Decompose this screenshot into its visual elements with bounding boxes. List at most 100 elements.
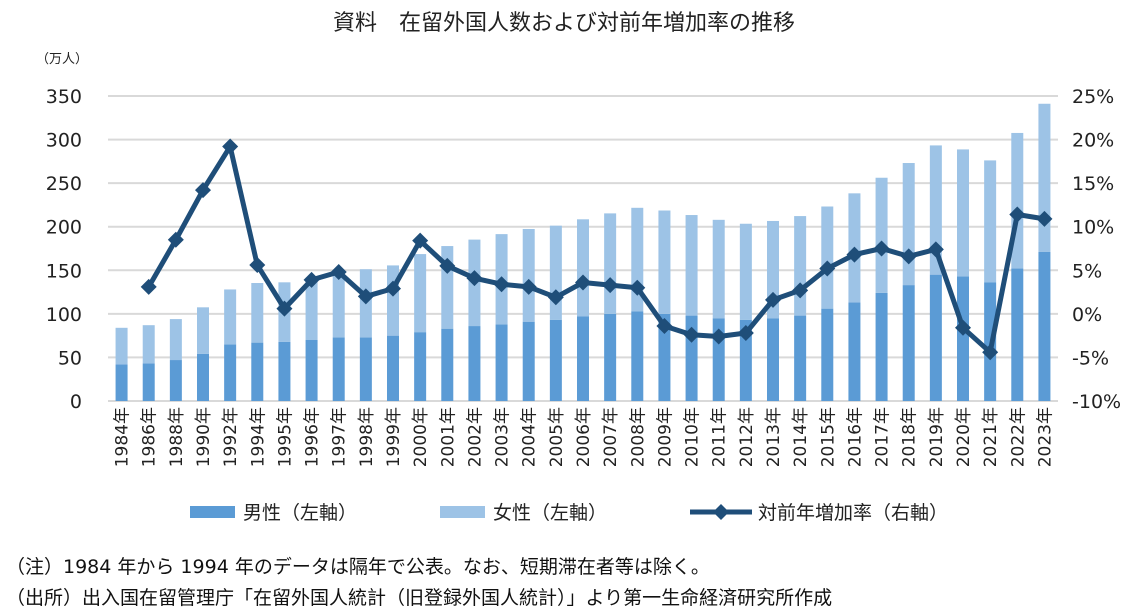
growth-rate-marker (276, 300, 293, 317)
legend-marker-rate (713, 504, 729, 520)
x-tick-label: 2006年 (574, 407, 594, 467)
bar-female (685, 215, 698, 316)
x-tick-label: 2023年 (1035, 407, 1055, 467)
bar-female (414, 254, 427, 333)
x-tick-label: 2007年 (601, 407, 621, 467)
bar-female (929, 145, 942, 275)
x-tick-label: 2016年 (845, 407, 865, 467)
bar-male (957, 276, 969, 401)
x-tick-label: 2013年 (764, 407, 784, 467)
bar-female (224, 289, 237, 345)
growth-rate-marker (819, 260, 836, 277)
growth-rate-marker (900, 248, 917, 265)
legend-label-male: 男性（左軸） (243, 502, 357, 524)
x-tick-label: 2018年 (900, 407, 920, 467)
source-text: （出所）出入国在留管理庁「在留外国人統計（旧登録外国人統計）」より第一生命経済研… (6, 587, 833, 609)
right-tick-label: 15% (1072, 173, 1114, 195)
bar-female (875, 177, 888, 293)
bar-male (468, 326, 481, 401)
bar-male (441, 328, 454, 401)
right-tick-label: 0% (1072, 304, 1102, 326)
chart-svg: 資料 在留外国人数および対前年増加率の推移 （万人） 0501001502002… (36, 11, 1121, 524)
bar-male (577, 316, 589, 401)
right-tick-label: 20% (1072, 130, 1114, 152)
x-tick-label: 1994年 (248, 407, 268, 467)
bar-male (794, 315, 807, 401)
bar-male (169, 360, 182, 401)
bar-male (848, 302, 861, 401)
bar-male (929, 274, 942, 401)
bar-male (387, 335, 399, 401)
bar-male (495, 324, 508, 401)
growth-rate-marker (195, 182, 211, 199)
x-tick-label: 2004年 (520, 407, 540, 467)
note-text: （注）1984 年から 1994 年のデータは隔年で公表。なお、短期滞在者等は除… (6, 556, 710, 578)
growth-rate-marker (683, 326, 700, 343)
growth-rate-marker (927, 241, 944, 258)
bar-male (332, 337, 345, 401)
bar-female (821, 206, 834, 309)
growth-rate-marker (357, 288, 374, 305)
growth-rate-marker (710, 328, 727, 345)
growth-rate-marker (385, 280, 401, 297)
growth-rate-marker (765, 291, 781, 308)
bar-male (902, 285, 915, 401)
growth-rate-marker (547, 289, 564, 306)
bar-male (522, 321, 535, 401)
left-tick-label: 350 (46, 86, 82, 108)
growth-rate-marker (737, 325, 754, 342)
x-tick-label: 1988年 (167, 407, 187, 467)
x-tick-label: 2008年 (628, 407, 648, 467)
legend-label-female: 女性（左軸） (493, 502, 607, 524)
x-tick-label: 1990年 (194, 407, 214, 467)
x-tick-label: 2017年 (873, 407, 893, 467)
x-tick-label: 2019年 (927, 407, 947, 467)
x-tick-label: 1992年 (221, 407, 241, 467)
growth-rate-marker (1009, 206, 1026, 223)
left-tick-label: 100 (46, 304, 82, 326)
bar-female (142, 325, 155, 364)
x-tick-label: 1984年 (113, 407, 133, 467)
growth-rate-marker (167, 231, 184, 248)
x-tick-label: 2012年 (737, 407, 757, 467)
growth-rate-marker (249, 257, 266, 274)
bar-female (794, 216, 807, 316)
bar-female (549, 225, 562, 320)
left-tick-label: 150 (46, 260, 82, 282)
x-tick-label: 2020年 (954, 407, 974, 467)
bar-male (359, 337, 372, 401)
bar-female (712, 219, 725, 319)
bar-male (142, 363, 155, 401)
bar-female (658, 210, 671, 314)
growth-rate-marker (792, 282, 809, 299)
left-tick-label: 300 (46, 130, 82, 152)
bar-female (115, 327, 128, 365)
bar-female (577, 219, 589, 317)
bar-female (387, 265, 399, 336)
bar-male (251, 342, 264, 401)
chart-title: 資料 在留外国人数および対前年増加率の推移 (333, 11, 795, 36)
bar-female (197, 307, 209, 354)
bar-female (767, 220, 779, 319)
bar-female (251, 283, 264, 343)
growth-rate-line (146, 144, 1045, 355)
growth-rate-marker (575, 274, 591, 291)
bar-female (305, 277, 318, 340)
growth-rate-marker (846, 246, 863, 263)
x-tick-label: 1986年 (140, 407, 160, 467)
growth-rate-marker (412, 232, 429, 249)
growth-rate-marker (330, 264, 347, 281)
left-tick-label: 200 (46, 217, 82, 239)
x-tick-label: 2010年 (683, 407, 703, 467)
growth-rate-marker (222, 138, 239, 155)
x-tick-label: 2005年 (547, 407, 567, 467)
growth-rate-marker (656, 318, 673, 335)
growth-rate-marker (982, 344, 999, 361)
growth-rate-marker (520, 278, 537, 295)
bar-female (332, 271, 345, 338)
bar-male (739, 319, 752, 401)
growth-rate-marker (466, 270, 483, 287)
x-tick-label: 1996年 (303, 407, 323, 467)
bar-male (115, 364, 128, 401)
